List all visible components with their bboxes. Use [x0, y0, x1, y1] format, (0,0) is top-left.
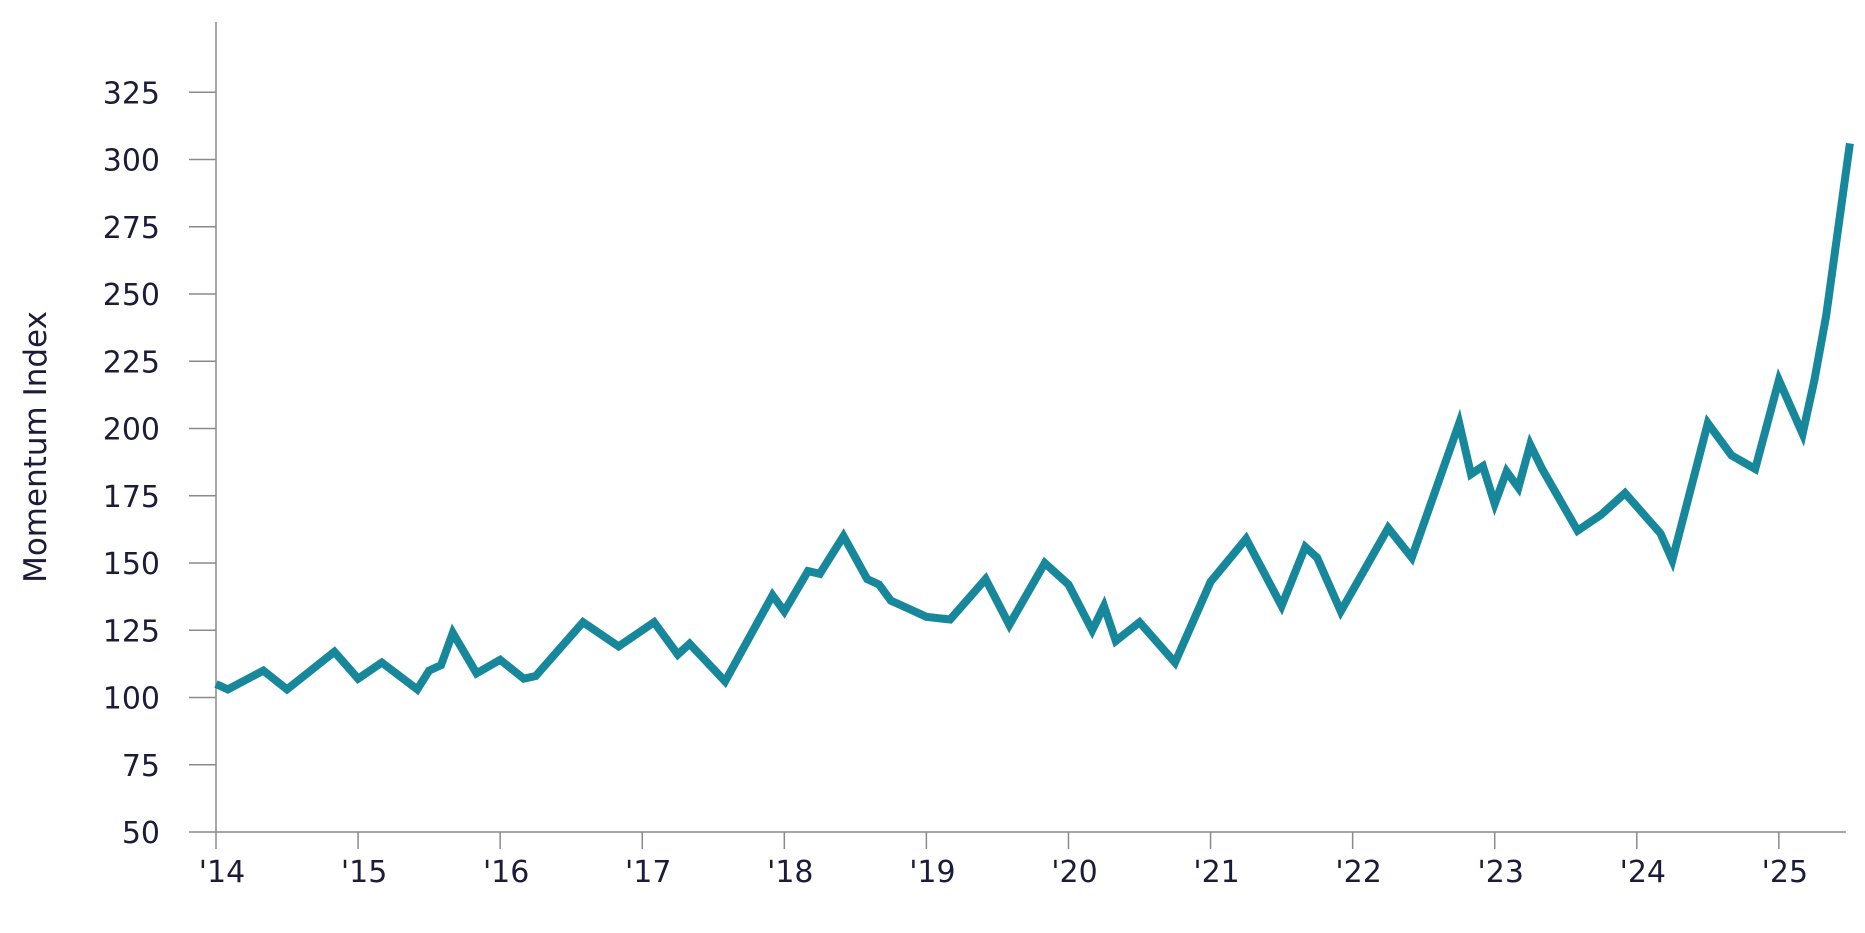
- y-tick-label: 275: [103, 211, 160, 246]
- x-tick-label: '15: [341, 855, 387, 890]
- y-tick-label: 100: [103, 682, 160, 717]
- x-tick-label: '19: [909, 855, 955, 890]
- y-tick-label: 175: [103, 480, 160, 515]
- y-tick-label: 250: [103, 278, 160, 313]
- x-axis-ticks: '14 '15 '16 '17 '18 '19 '20 '21 '22 '23 '24 '25: [199, 832, 1808, 890]
- x-tick-label: '18: [767, 855, 813, 890]
- y-tick-label: 225: [103, 345, 160, 380]
- x-tick-label: '25: [1762, 855, 1808, 890]
- x-tick-label: '16: [483, 855, 529, 890]
- x-tick-label: '20: [1051, 855, 1097, 890]
- y-tick-label: 200: [103, 413, 160, 448]
- x-tick-label: '23: [1478, 855, 1524, 890]
- x-tick-label: '21: [1193, 855, 1239, 890]
- y-tick-label: 125: [103, 614, 160, 649]
- x-tick-label: '24: [1620, 855, 1666, 890]
- y-axis-ticks: 50 75 100 125 150 175 200 225 250 275 300 325: [103, 76, 216, 851]
- momentum-index-line: [214, 142, 1854, 696]
- y-tick-label: 150: [103, 547, 160, 582]
- x-tick-label: '14: [199, 855, 245, 890]
- y-tick-label: 75: [122, 749, 160, 784]
- x-tick-label: '17: [625, 855, 671, 890]
- y-tick-label: 325: [103, 76, 160, 111]
- y-tick-label: 50: [122, 816, 160, 851]
- y-axis-label: Momentum Index: [18, 311, 54, 583]
- y-tick-label: 300: [103, 144, 160, 179]
- x-tick-label: '22: [1335, 855, 1381, 890]
